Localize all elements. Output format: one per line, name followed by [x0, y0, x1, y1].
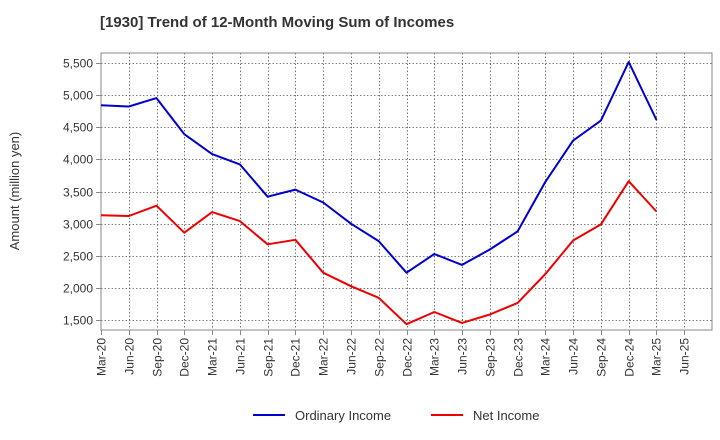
x-tick-label: Jun-20 [123, 338, 137, 375]
x-tick-label: Sep-22 [373, 338, 387, 377]
legend-label-net-income: Net Income [473, 408, 539, 423]
x-tick-label: Mar-23 [428, 338, 442, 376]
legend: Ordinary Income Net Income [253, 408, 539, 423]
x-tick-label: Dec-22 [401, 338, 415, 377]
x-tick-label: Jun-21 [234, 338, 248, 375]
x-tick-label: Mar-22 [317, 338, 331, 376]
x-tick-label: Sep-24 [595, 338, 609, 377]
y-tick-label: 5,000 [63, 89, 93, 103]
x-tick-label: Mar-25 [650, 338, 664, 376]
y-tick-label: 4,500 [63, 121, 93, 135]
x-tick-label: Jun-25 [678, 338, 692, 375]
x-tick-label: Jun-23 [456, 338, 470, 375]
y-tick-label: 2,500 [63, 250, 93, 264]
x-tick-label: Dec-24 [623, 338, 637, 377]
grid [101, 53, 712, 330]
x-tick-label: Sep-23 [484, 338, 498, 377]
x-tick-label: Jun-22 [345, 338, 359, 375]
legend-label-ordinary-income: Ordinary Income [295, 408, 391, 423]
series-line-ordinary-income [100, 61, 658, 274]
x-tick-label: Mar-20 [95, 338, 109, 376]
x-tick-label: Sep-20 [151, 338, 165, 377]
y-tick-label: 1,500 [63, 314, 93, 328]
y-axis-ticks: 1,500 2,000 2,500 3,000 3,500 4,000 4,500 5,000… [63, 57, 101, 328]
x-axis-ticks: Mar-20 Jun-20 Sep-20 Dec-20 Mar-21 Jun-21 Sep-… [95, 330, 692, 377]
x-tick-label: Mar-21 [206, 338, 220, 376]
y-tick-label: 3,000 [63, 218, 93, 232]
y-tick-label: 3,500 [63, 186, 93, 200]
plot-frame [100, 52, 713, 331]
series-group [100, 61, 658, 326]
x-tick-label: Dec-21 [289, 338, 303, 377]
y-tick-label: 2,000 [63, 282, 93, 296]
x-tick-label: Dec-20 [178, 338, 192, 377]
y-tick-label: 5,500 [63, 57, 93, 71]
x-tick-label: Jun-24 [567, 338, 581, 375]
y-axis-title: Amount (million yen) [7, 132, 22, 251]
y-tick-label: 4,000 [63, 153, 93, 167]
x-tick-label: Dec-23 [512, 338, 526, 377]
x-tick-label: Mar-24 [539, 338, 553, 376]
x-tick-label: Sep-21 [262, 338, 276, 377]
series-line-net-income [100, 180, 658, 326]
chart-title: [1930] Trend of 12-Month Moving Sum of I… [100, 14, 455, 31]
